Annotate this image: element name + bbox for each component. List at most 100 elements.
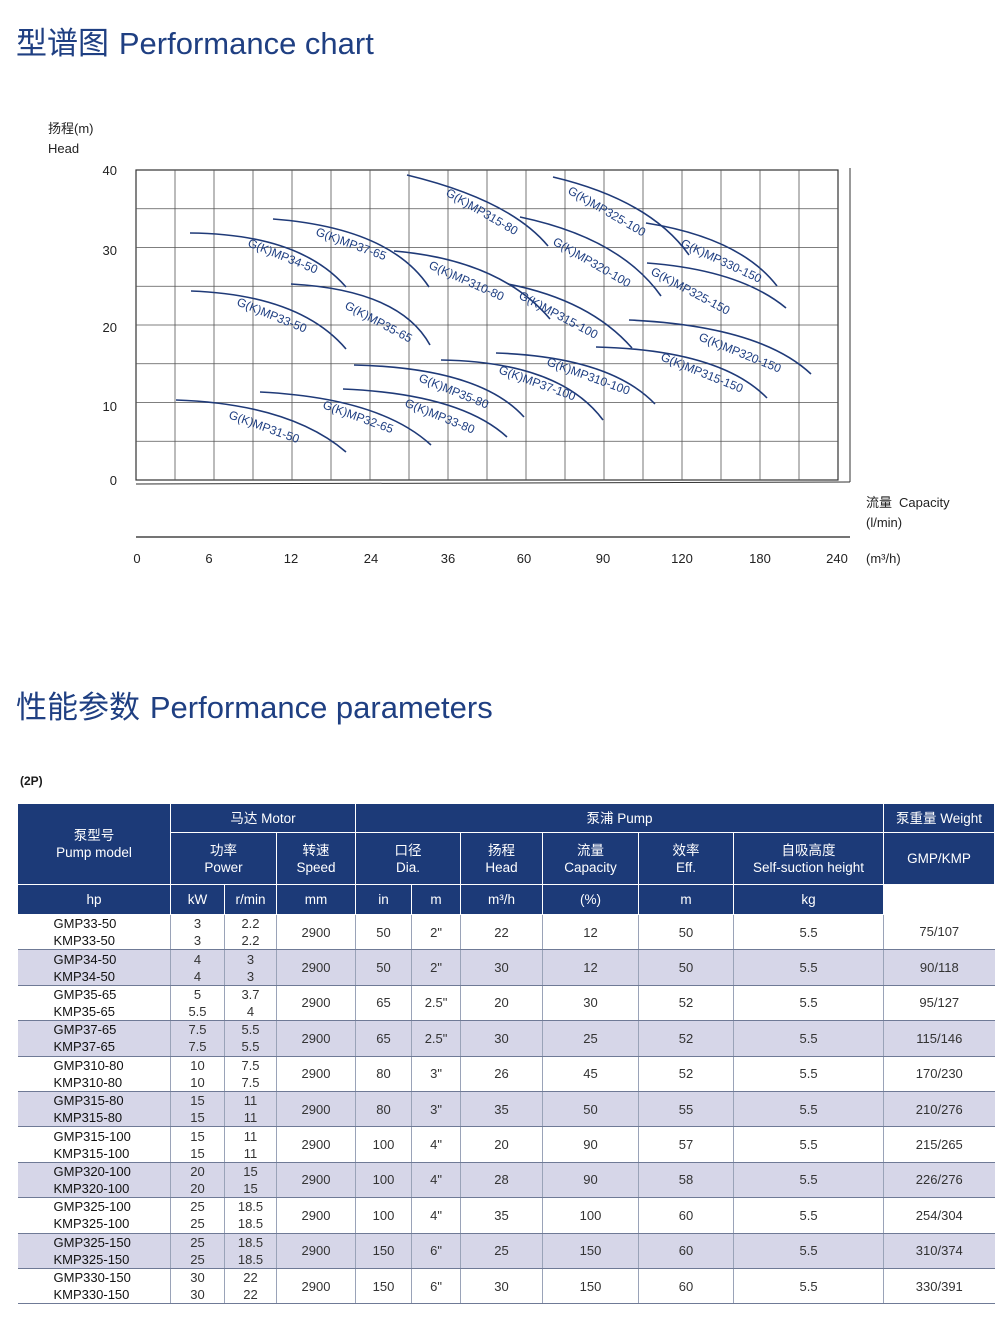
x-tick-label: 180 xyxy=(749,551,771,566)
unit-mm: mm xyxy=(275,884,357,915)
x-tick-label: 90 xyxy=(596,551,610,566)
cell-hp: 25 25 xyxy=(170,1197,225,1234)
table-row: GMP310-80 KMP310-80 10 10 7.5 7.5 2900 80 3" 26 45… xyxy=(17,1056,995,1092)
unit-in: in xyxy=(355,884,413,915)
x-axis-label-cn: 流量 xyxy=(866,495,892,510)
curve-label: G(K)MP35-65 xyxy=(343,298,415,345)
cell-model-line: KMP33-50 xyxy=(53,933,115,949)
cell-model-line: GMP325-150 xyxy=(53,1234,131,1250)
cell-model-line: GMP34-50 xyxy=(53,951,117,967)
cell-mm: 65 xyxy=(355,1020,412,1057)
cell-kw: 18.5 18.5 xyxy=(224,1233,277,1269)
chart-ticks: 0 10 20 30 40 0 6 12 24 36 60 90 120 180 240 xyxy=(103,163,848,566)
cell-kw-line: 3.7 xyxy=(241,986,260,1002)
header-weight-sub: GMP/KMP xyxy=(883,832,996,885)
cell-kw: 2.2 2.2 xyxy=(224,914,277,951)
curve-line xyxy=(406,174,549,247)
x-tick-label: 240 xyxy=(826,551,848,566)
y-tick-label: 30 xyxy=(103,243,117,258)
y-tick-label: 20 xyxy=(103,320,117,335)
cell-kw: 5.5 5.5 xyxy=(224,1020,277,1057)
cell-weight: 170/230 xyxy=(883,1056,995,1092)
cell-hp-line: 10 xyxy=(190,1074,205,1090)
header-eff-cn: 效率 xyxy=(672,842,700,858)
cell-suction: 5.5 xyxy=(733,1126,884,1163)
cell-capacity: 45 xyxy=(542,1056,639,1092)
cell-hp-line: 4 xyxy=(193,968,202,984)
curve-line xyxy=(342,388,508,438)
cell-mm: 100 xyxy=(355,1126,412,1163)
cell-capacity: 150 xyxy=(542,1268,639,1305)
cell-mm: 80 xyxy=(355,1056,412,1092)
curve-line xyxy=(175,399,347,453)
cell-kw-line: 3 xyxy=(246,951,255,967)
cell-weight: 90/118 xyxy=(883,949,995,986)
table-row: GMP320-100 KMP320-100 20 20 15 15 2900 100 4" 28 9… xyxy=(17,1162,995,1199)
cell-hp: 15 15 xyxy=(170,1091,225,1128)
header-head: 扬程 Head xyxy=(460,832,544,885)
cell-mm: 100 xyxy=(355,1162,412,1199)
table-row: GMP315-100 KMP315-100 15 15 11 11 2900 100 4" 20 9… xyxy=(17,1126,995,1163)
curve-line xyxy=(595,346,768,399)
cell-hp: 7.5 7.5 xyxy=(170,1020,225,1057)
cell-model: GMP330-150 KMP330-150 xyxy=(17,1268,171,1305)
cell-capacity: 12 xyxy=(542,949,639,986)
cell-hp-line: 3 xyxy=(193,933,202,949)
cell-weight: 115/146 xyxy=(883,1020,995,1057)
cell-kw: 11 11 xyxy=(224,1126,277,1163)
pole-label: (2P) xyxy=(20,774,43,788)
cell-hp-line: 15 xyxy=(190,1145,205,1161)
cell-kw-line: 18.5 xyxy=(237,1251,264,1267)
cell-hp-line: 15 xyxy=(190,1128,205,1144)
cell-head: 30 xyxy=(460,1020,543,1057)
header-suction-en: Self-suction height xyxy=(752,859,865,875)
cell-hp-line: 5 xyxy=(193,986,202,1002)
cell-mm: 80 xyxy=(355,1091,412,1128)
x-tick-label: 24 xyxy=(364,551,378,566)
cell-in: 6" xyxy=(411,1268,461,1305)
cell-in: 2" xyxy=(411,914,461,951)
curve-label: G(K)MP31-50 xyxy=(227,408,302,447)
cell-head: 20 xyxy=(460,1126,543,1163)
cell-model: GMP325-100 KMP325-100 xyxy=(17,1197,171,1234)
unit-kw: kW xyxy=(170,884,225,915)
cell-head: 30 xyxy=(460,1268,543,1305)
cell-model-line: KMP330-150 xyxy=(53,1287,130,1303)
table-row: GMP35-65 KMP35-65 5 5.5 3.7 4 2900 65 2.5" 20 30 52… xyxy=(17,985,995,1022)
cell-hp-line: 4 xyxy=(193,951,202,967)
header-model-cn: 泵型号 xyxy=(73,828,115,843)
unit-weight: kg xyxy=(733,884,885,915)
cell-kw: 15 15 xyxy=(224,1162,277,1199)
chart-section-title: 型谱图 Performance chart xyxy=(16,18,374,63)
cell-eff: 52 xyxy=(638,985,734,1022)
cell-capacity: 90 xyxy=(542,1126,639,1163)
cell-in: 3" xyxy=(411,1091,461,1128)
y-axis-label-en: Head xyxy=(48,141,79,156)
cell-weight: 75/107 xyxy=(883,914,995,951)
cell-model: GMP320-100 KMP320-100 xyxy=(17,1162,171,1199)
cell-model-line: GMP330-150 xyxy=(53,1270,131,1286)
cell-in: 2" xyxy=(411,949,461,986)
unit-head: m xyxy=(411,884,462,915)
cell-weight: 95/127 xyxy=(883,985,995,1022)
cell-head: 28 xyxy=(460,1162,543,1199)
chart-title-cn: 型谱图 xyxy=(16,26,109,62)
y-tick-label: 10 xyxy=(103,399,117,414)
cell-kw-line: 7.5 xyxy=(241,1074,260,1090)
cell-head: 35 xyxy=(460,1197,543,1234)
cell-hp-line: 3 xyxy=(193,916,202,932)
cell-kw-line: 18.5 xyxy=(237,1199,264,1215)
performance-table: 泵型号 Pump model 马达 Motor 泵浦 Pump 泵重量 Weig… xyxy=(17,803,996,1305)
cell-mm: 50 xyxy=(355,949,412,986)
cell-kw: 3.7 4 xyxy=(224,985,277,1022)
cell-eff: 57 xyxy=(638,1126,734,1163)
header-capacity: 流量 Capacity xyxy=(542,832,640,885)
cell-speed: 2900 xyxy=(275,1126,356,1163)
cell-head: 30 xyxy=(460,949,543,986)
cell-suction: 5.5 xyxy=(733,949,884,986)
cell-weight: 330/391 xyxy=(883,1268,995,1305)
cell-suction: 5.5 xyxy=(733,1091,884,1128)
cell-hp: 15 15 xyxy=(170,1126,225,1163)
header-power: 功率 Power xyxy=(170,832,277,885)
